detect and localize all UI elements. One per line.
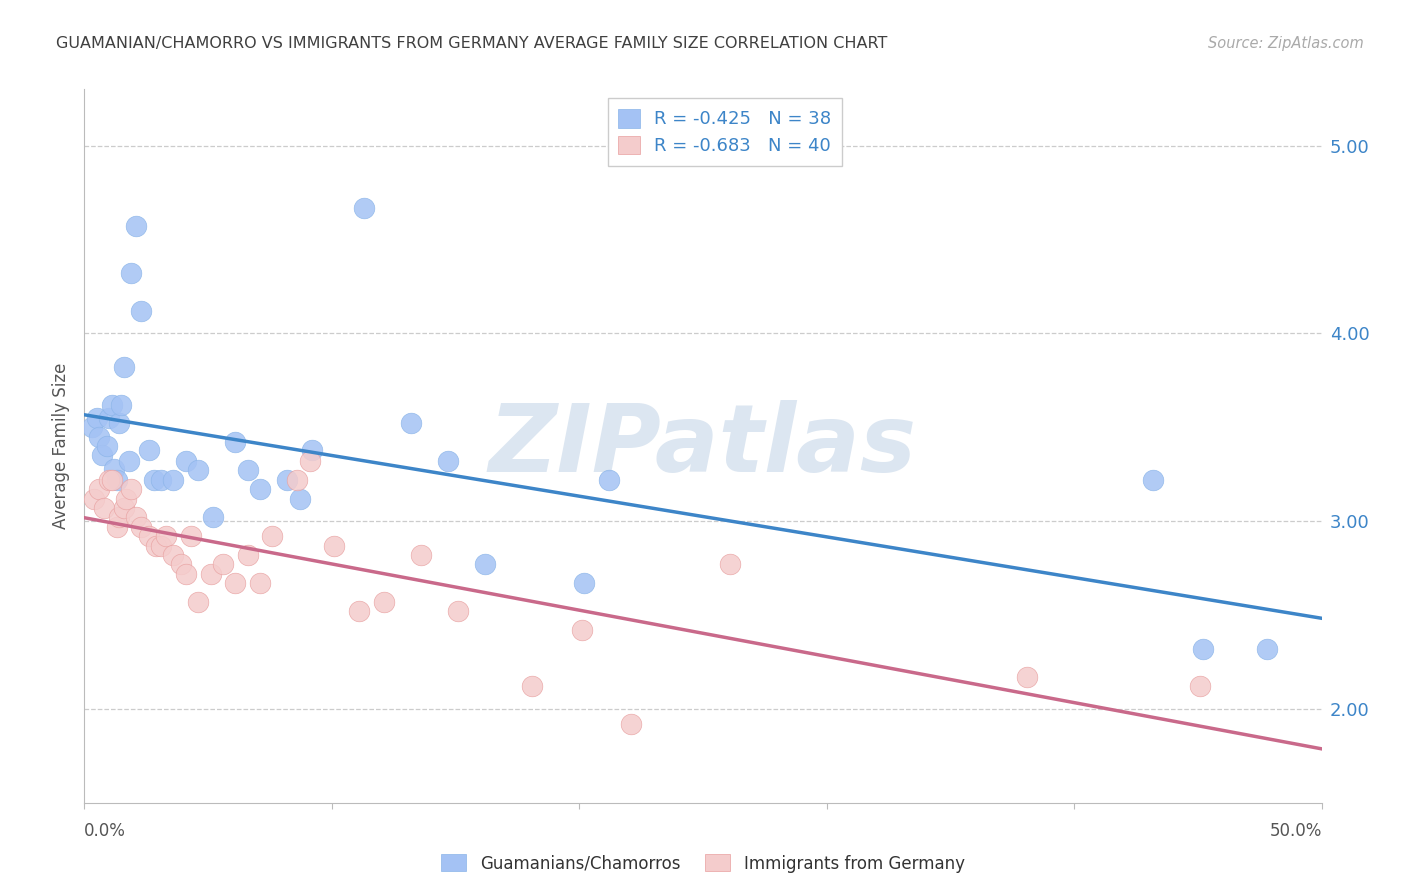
Point [474,558,496,572]
Point [447,604,470,618]
Point [103,461,125,475]
Point [98,473,121,487]
Point [1192,641,1215,656]
Legend: R = -0.425   N = 38, R = -0.683   N = 40: R = -0.425 N = 38, R = -0.683 N = 40 [607,98,842,166]
Point [224,576,246,591]
Legend: Guamanians/Chamorros, Immigrants from Germany: Guamanians/Chamorros, Immigrants from Ge… [434,847,972,880]
Point [120,482,142,496]
Point [150,539,173,553]
Point [170,558,193,572]
Point [115,491,138,506]
Point [162,473,184,487]
Point [86,410,108,425]
Point [598,473,620,487]
Point [93,500,115,515]
Point [129,520,152,534]
Point [574,576,596,591]
Point [89,482,111,496]
Point [620,717,643,731]
Point [187,595,209,609]
Text: 50.0%: 50.0% [1270,822,1322,839]
Point [83,491,105,506]
Point [129,303,152,318]
Point [347,604,370,618]
Point [276,473,298,487]
Point [285,473,308,487]
Point [212,558,235,572]
Point [155,529,177,543]
Point [718,558,741,572]
Point [180,529,202,543]
Point [118,454,141,468]
Point [373,595,395,609]
Point [1142,473,1164,487]
Text: Source: ZipAtlas.com: Source: ZipAtlas.com [1208,36,1364,51]
Text: 0.0%: 0.0% [84,822,127,839]
Point [249,576,271,591]
Point [1256,641,1278,656]
Point [236,548,259,562]
Point [108,417,131,431]
Point [145,539,167,553]
Point [187,463,209,477]
Point [236,463,259,477]
Point [98,410,121,425]
Point [409,548,432,562]
Point [262,529,284,543]
Point [90,449,112,463]
Point [100,398,122,412]
Point [89,429,111,443]
Point [125,219,148,234]
Point [100,473,122,487]
Point [110,398,132,412]
Point [353,201,375,215]
Y-axis label: Average Family Size: Average Family Size [52,363,70,529]
Point [522,679,544,693]
Point [112,360,135,375]
Point [142,473,165,487]
Point [108,510,131,524]
Point [288,491,311,506]
Point [162,548,184,562]
Point [112,500,135,515]
Point [399,417,422,431]
Point [138,442,160,457]
Point [224,435,246,450]
Point [202,510,225,524]
Point [437,454,460,468]
Point [150,473,173,487]
Point [105,473,128,487]
Point [249,482,271,496]
Point [138,529,160,543]
Point [174,454,197,468]
Point [323,539,346,553]
Point [96,439,118,453]
Point [200,566,222,581]
Point [1017,670,1039,684]
Point [80,420,103,434]
Text: ZIPatlas: ZIPatlas [489,400,917,492]
Point [125,510,148,524]
Point [1189,679,1212,693]
Text: GUAMANIAN/CHAMORRO VS IMMIGRANTS FROM GERMANY AVERAGE FAMILY SIZE CORRELATION CH: GUAMANIAN/CHAMORRO VS IMMIGRANTS FROM GE… [56,36,887,51]
Point [105,520,128,534]
Point [120,266,142,280]
Point [301,442,323,457]
Point [298,454,321,468]
Point [174,566,197,581]
Point [571,623,593,637]
